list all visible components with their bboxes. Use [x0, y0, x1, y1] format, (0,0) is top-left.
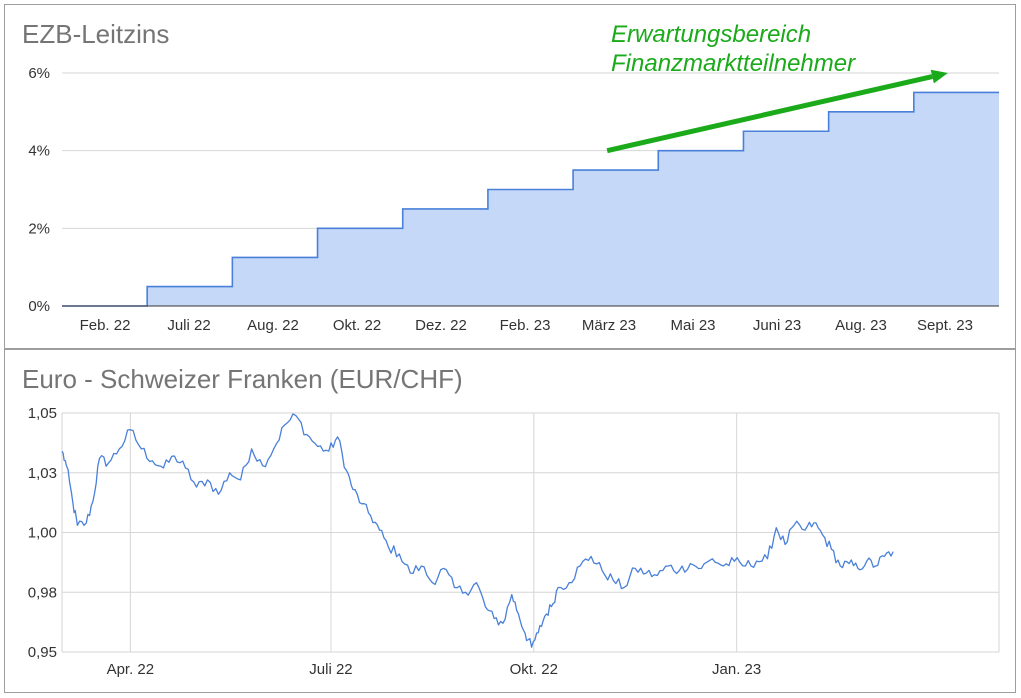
- y-tick-label: 1,05: [28, 405, 57, 422]
- rate-line: [62, 91, 999, 307]
- x-tick-label: Sept. 23: [917, 317, 973, 334]
- annotation-text: Finanzmarktteilnehmer: [611, 50, 856, 77]
- x-tick-label: März 23: [582, 317, 636, 334]
- annotation-arrow: [606, 74, 933, 154]
- ezb-leitzins-chart: 0% 2% 4% 6% Feb. 22 Juli 22 Aug. 22 Okt. 22 Dez.…: [28, 21, 999, 334]
- x-tick-label: Apr. 22: [107, 661, 155, 678]
- y-tick-label: 1,00: [28, 525, 57, 542]
- x-tick-label: Feb. 22: [80, 317, 131, 334]
- y-tick-label: 2%: [28, 220, 50, 237]
- annotation-arrowhead: [930, 69, 948, 84]
- x-tick-label: Feb. 23: [500, 317, 551, 334]
- ezb-leitzins-panel: EZB-Leitzins 0% 2% 4% 6% Feb. 22 Juli 22 Aug. …: [4, 4, 1016, 349]
- x-tick-label: Okt. 22: [510, 661, 558, 678]
- y-tick-label: 0,95: [28, 644, 57, 661]
- x-tick-label: Okt. 22: [333, 317, 381, 334]
- x-tick-label: Juli 22: [167, 317, 210, 334]
- x-tick-label: Juli 22: [309, 661, 352, 678]
- x-tick-label: Juni 23: [753, 317, 801, 334]
- y-tick-label: 1,03: [28, 465, 57, 482]
- y-tick-label: 4%: [28, 143, 50, 160]
- y-tick-label: 6%: [28, 65, 50, 82]
- x-tick-label: Jan. 23: [712, 661, 761, 678]
- chart-title: Euro - Schweizer Franken (EUR/CHF): [22, 364, 463, 394]
- eur-chf-panel: Euro - Schweizer Franken (EUR/CHF) 0,95 0…: [4, 349, 1016, 693]
- eur-chf-line: [61, 413, 894, 648]
- y-tick-label: 0,98: [28, 584, 57, 601]
- x-tick-label: Mai 23: [670, 317, 715, 334]
- annotation-text: Erwartungsbereich: [611, 21, 811, 48]
- chart-title: EZB-Leitzins: [22, 19, 170, 49]
- y-tick-label: 0%: [28, 298, 50, 315]
- eur-chf-chart: 0,95 0,98 1,00 1,03 1,05 Apr. 22 Juli 22 Okt. 2…: [28, 405, 1000, 678]
- rate-area: [62, 92, 999, 307]
- x-tick-label: Aug. 23: [835, 317, 887, 334]
- x-tick-label: Aug. 22: [247, 317, 299, 334]
- x-tick-label: Dez. 22: [415, 317, 467, 334]
